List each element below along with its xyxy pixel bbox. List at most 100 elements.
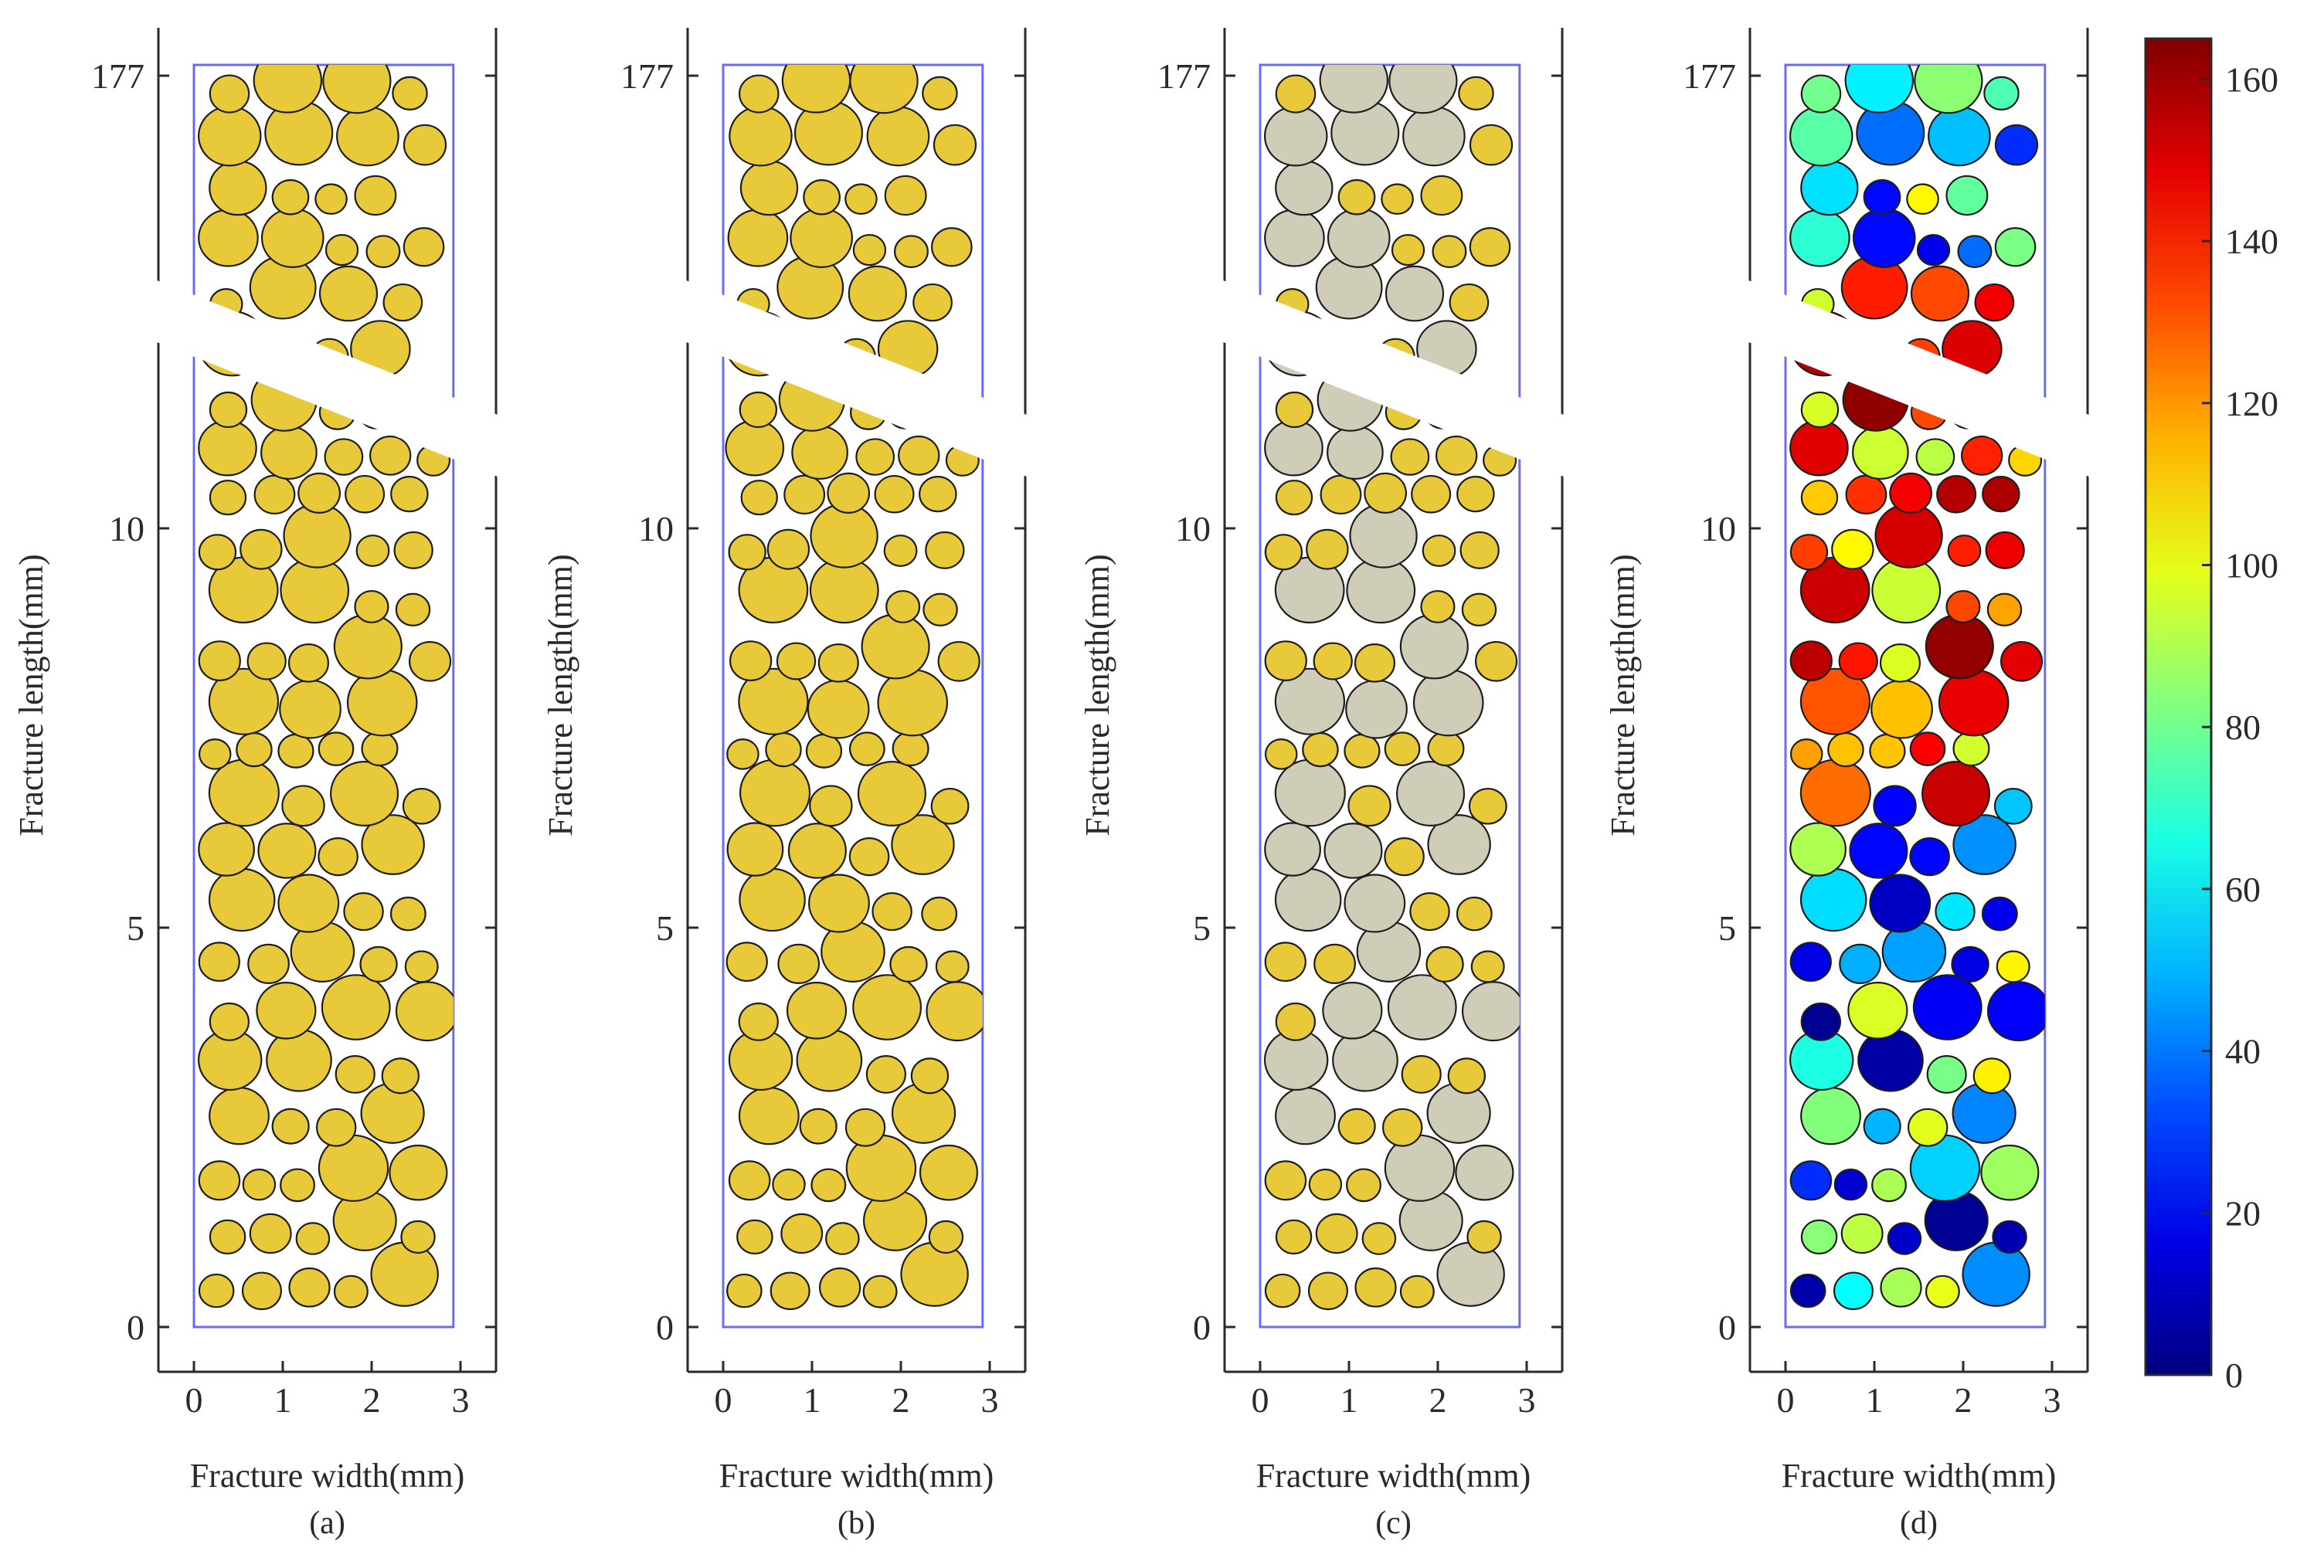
- y-tick-label: 177: [91, 56, 144, 96]
- particle: [1401, 1055, 1442, 1094]
- particle: [402, 787, 441, 825]
- particle: [314, 183, 348, 216]
- particle: [277, 874, 340, 933]
- particle: [240, 528, 283, 570]
- particle: [1789, 942, 1832, 983]
- particle: [1409, 892, 1450, 932]
- x-tick-label: 1: [274, 1380, 292, 1420]
- particle: [1384, 837, 1425, 877]
- particle: [1857, 1028, 1924, 1092]
- particle: [1275, 160, 1334, 216]
- particle: [354, 589, 389, 623]
- particle: [1800, 1002, 1841, 1041]
- colorbar-tick-label: 80: [2225, 708, 2261, 747]
- particle: [395, 592, 431, 626]
- particle: [1789, 534, 1829, 571]
- particle: [1327, 425, 1384, 480]
- particle: [1871, 1168, 1907, 1203]
- particle: [1800, 1219, 1838, 1255]
- particle: [817, 643, 859, 683]
- y-tick-label: 0: [1193, 1308, 1211, 1347]
- particle: [1840, 1213, 1884, 1254]
- particle: [1960, 435, 2003, 476]
- particle: [1263, 105, 1328, 167]
- particle: [1319, 65, 1389, 114]
- particle: [1461, 592, 1497, 626]
- particle: [925, 531, 965, 569]
- particle: [1264, 419, 1323, 477]
- particle: [736, 1219, 773, 1255]
- particle: [739, 867, 806, 932]
- particle: [1945, 589, 1981, 623]
- particle: [919, 475, 957, 513]
- particle: [271, 179, 310, 216]
- y-tick-label: 177: [1683, 56, 1736, 96]
- particle: [1951, 945, 1989, 983]
- particle: [727, 209, 789, 267]
- particle: [1432, 235, 1467, 269]
- particle: [209, 391, 248, 429]
- particle: [1323, 823, 1383, 879]
- particle: [1789, 419, 1849, 477]
- particle: [1947, 535, 1982, 567]
- particle: [1456, 896, 1493, 932]
- particle: [346, 668, 418, 737]
- x-tick-label: 0: [715, 1380, 732, 1420]
- particle: [297, 472, 341, 514]
- colorbar-tick-label: 120: [2225, 384, 2278, 423]
- x-tick-label: 0: [1252, 1380, 1269, 1420]
- particle: [883, 535, 918, 567]
- particle: [1869, 733, 1906, 769]
- y-tick-label: 0: [1718, 1308, 1736, 1347]
- particle: [1839, 943, 1881, 985]
- colorbar-tick-label: 0: [2225, 1356, 2243, 1395]
- particle: [740, 480, 778, 516]
- particle: [198, 738, 232, 770]
- panel-c: 0 5 10 177 0 1 2 3 Fracture width(mm) (c) Fracture…: [1079, 28, 1609, 1541]
- particle: [1870, 679, 1933, 739]
- particle: [1322, 982, 1383, 1040]
- particle: [1354, 643, 1395, 683]
- particle: [280, 1168, 315, 1203]
- particle: [1458, 76, 1494, 111]
- particle: [1789, 640, 1833, 681]
- particle: [1926, 1055, 1967, 1094]
- particle: [1384, 731, 1421, 766]
- particle: [786, 982, 848, 1040]
- x-tick-label: 2: [363, 1380, 381, 1420]
- particle: [1833, 1271, 1874, 1311]
- y-tick-label: 177: [1157, 56, 1211, 96]
- particle: [910, 1057, 950, 1095]
- particle: [279, 679, 341, 739]
- particle: [872, 892, 912, 932]
- particle: [765, 731, 802, 768]
- particle: [1275, 74, 1317, 114]
- panel-caption: (d): [1900, 1505, 1938, 1541]
- particle: [403, 124, 447, 166]
- particle: [845, 1134, 917, 1202]
- particle: [354, 175, 397, 216]
- particle: [729, 105, 793, 167]
- y-tick-label: 5: [656, 908, 674, 948]
- particle: [1275, 1087, 1336, 1145]
- particle: [926, 981, 983, 1042]
- particle: [400, 1220, 436, 1254]
- particle: [198, 942, 240, 983]
- particle: [807, 679, 870, 739]
- particle: [1344, 733, 1381, 769]
- particle: [739, 759, 811, 827]
- particle: [1994, 124, 2039, 166]
- particle: [1399, 613, 1469, 680]
- particle: [928, 1220, 964, 1254]
- particle: [1274, 759, 1346, 827]
- panel-caption: (a): [309, 1505, 345, 1541]
- particle: [324, 233, 359, 266]
- particle: [256, 982, 317, 1040]
- particle: [848, 265, 907, 322]
- particle: [1447, 1057, 1486, 1095]
- particle: [885, 589, 921, 623]
- particle: [726, 738, 759, 770]
- particle: [1436, 1241, 1505, 1307]
- particle: [921, 896, 958, 932]
- particle: [1800, 1087, 1861, 1145]
